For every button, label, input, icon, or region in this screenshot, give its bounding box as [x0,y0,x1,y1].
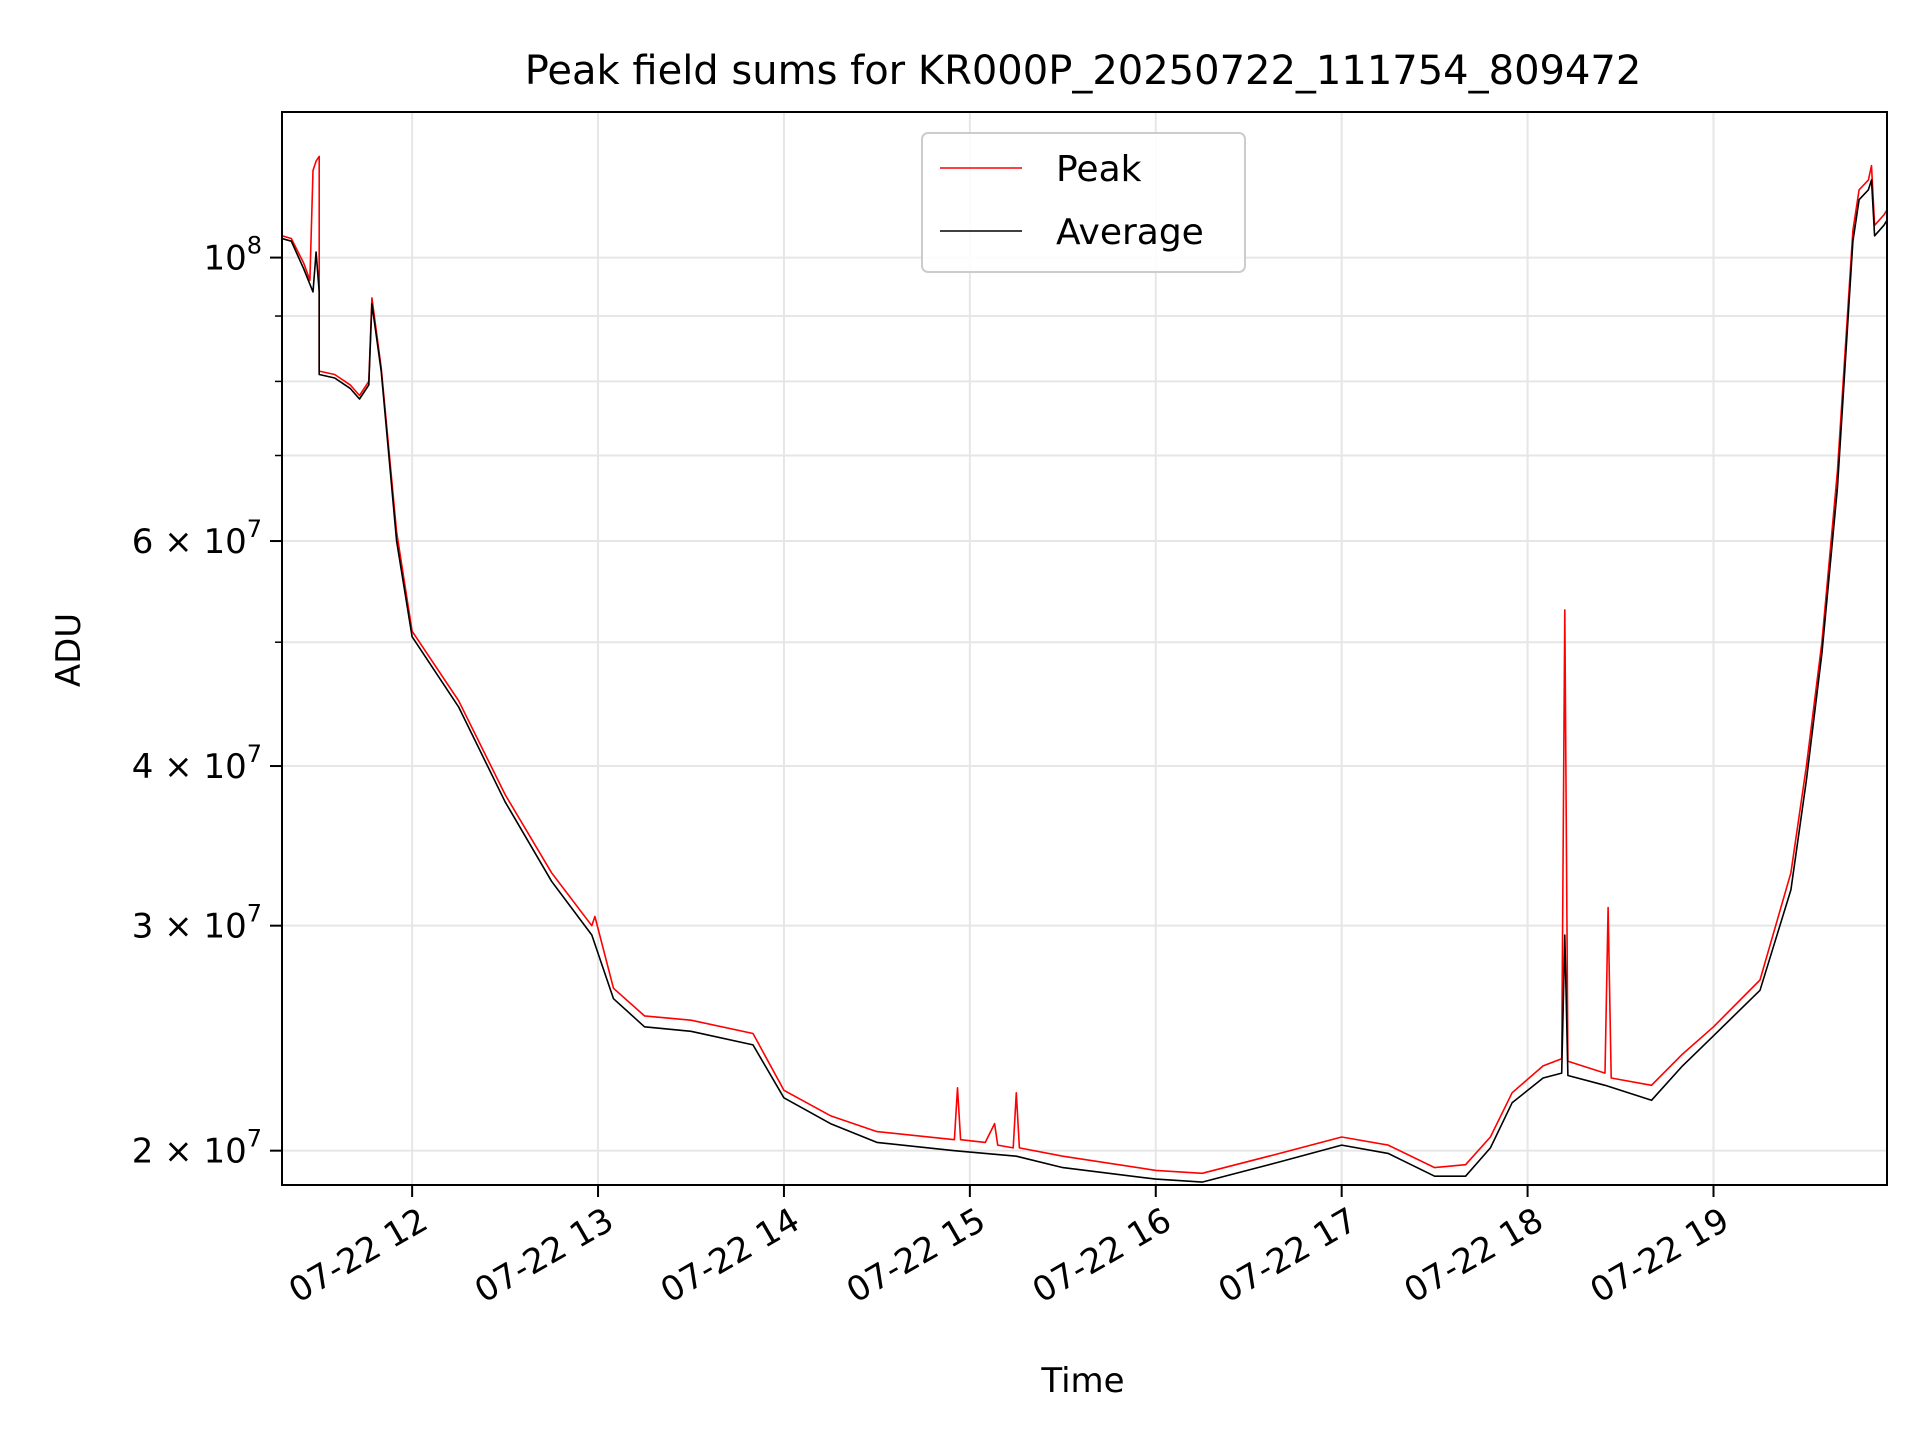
gridlines [282,112,1887,1185]
chart-title: Peak field sums for KR000P_20250722_1117… [525,48,1642,94]
series-line-average [282,179,1887,1183]
y-axis-label: ADU [49,613,89,687]
legend-label-average: Average [1056,212,1204,253]
legend-label-peak: Peak [1056,149,1142,190]
plot-frame [281,111,1888,1186]
y-tick-label: 108 [203,232,262,279]
series-layer [282,155,1887,1183]
x-axis-label: Time [1040,1361,1124,1401]
y-tick-label: 2 × 107 [132,1125,262,1172]
y-tick-label: 6 × 107 [132,515,262,562]
y-axis: 108 6 × 107 4 × 107 3 × 107 2 × 107 [132,232,282,1172]
y-tick-label: 4 × 107 [132,740,262,787]
y-tick-label: 3 × 107 [132,900,262,947]
legend: Peak Average [921,132,1246,273]
